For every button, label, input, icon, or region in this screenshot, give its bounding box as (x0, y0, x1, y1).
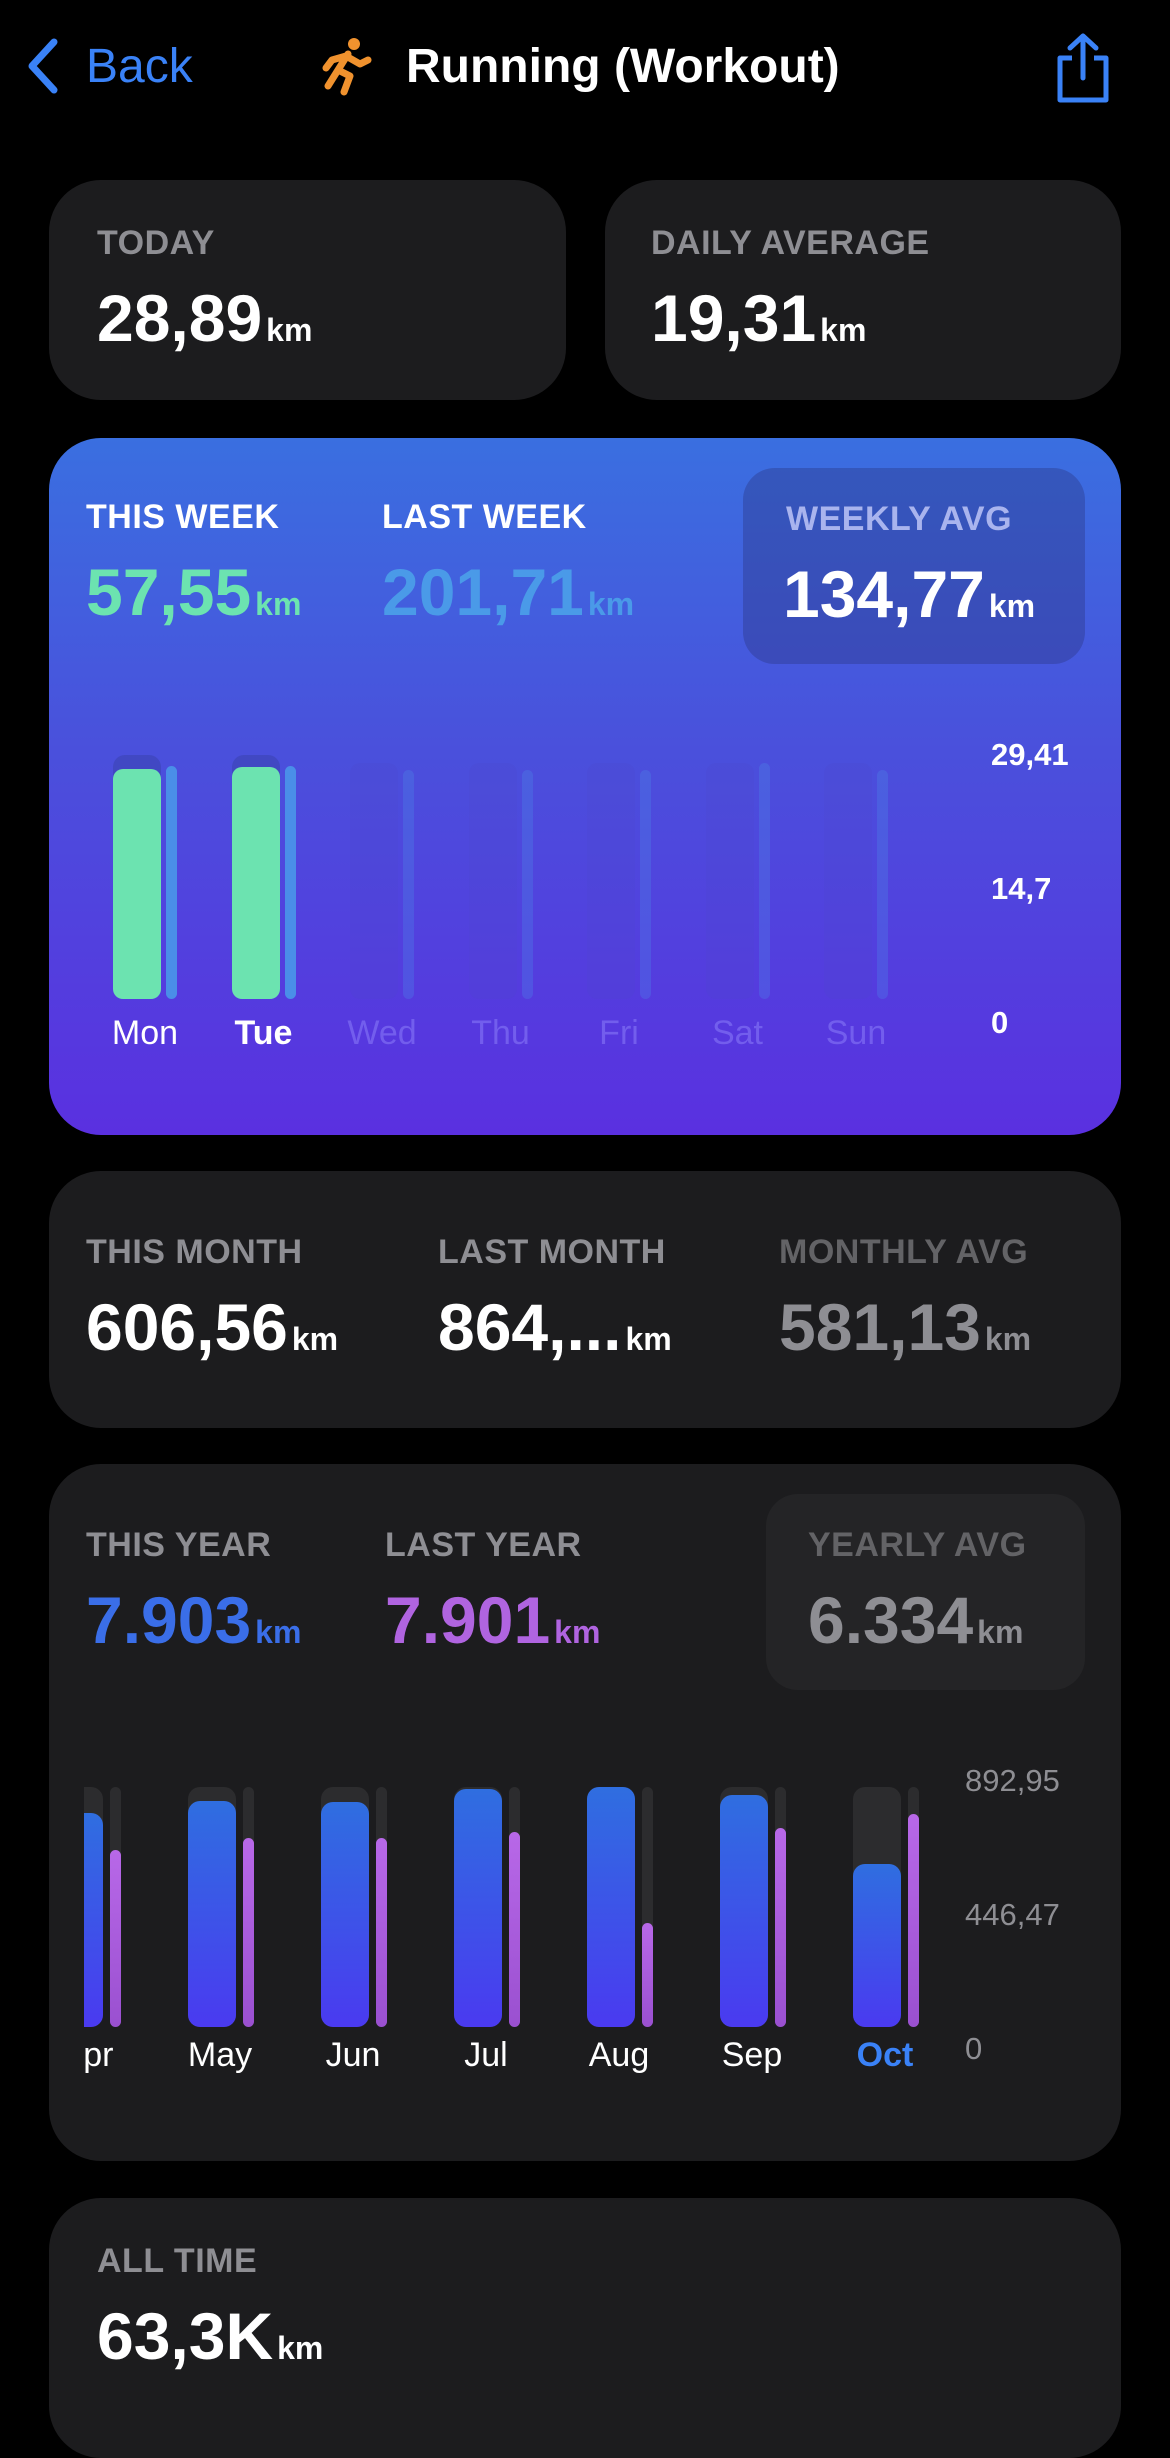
y-axis-label: 446,47 (965, 1897, 1060, 1932)
this-month-value: 606,56 km (86, 1290, 339, 1364)
day-label: Wed (347, 1014, 417, 1052)
day-label: Fri (599, 1014, 639, 1052)
this-month-label: THIS MONTH (86, 1233, 303, 1271)
back-label: Back (86, 39, 193, 93)
this-week-bar (231, 767, 280, 999)
back-button[interactable]: Back (24, 36, 193, 96)
daily-average-label: DAILY AVERAGE (651, 224, 930, 262)
y-axis-label: 892,95 (965, 1763, 1060, 1798)
page-title: Running (Workout) (406, 39, 840, 93)
last-year-value: 7.901 km (385, 1583, 601, 1657)
y-axis-label: 29,41 (991, 737, 1069, 772)
this-year-bar (321, 1802, 369, 2027)
yearly-bars-clip: Apr May Jun Jul Aug Sep Oct (84, 1764, 984, 2104)
y-axis-label: 14,7 (991, 871, 1052, 906)
yearly-avg-box: YEARLY AVG 6.334 km (766, 1494, 1085, 1690)
last-week-label: LAST WEEK (382, 498, 587, 536)
this-year-label: THIS YEAR (86, 1526, 272, 1564)
daily-average-value: 19,31 km (651, 281, 867, 355)
last-month-value: 864,... km (438, 1290, 672, 1364)
last-year-bar (908, 1813, 919, 2027)
last-year-bar (243, 1838, 254, 2027)
day-label: Tue (234, 1014, 293, 1052)
this-year-bar (853, 1863, 901, 2027)
last-year-bar (642, 1922, 653, 2027)
weekly-chart: Mon Tue Wed Thu Fri Sat Sun 29,41 14,7 0 (49, 438, 1121, 1135)
last-year-bar (509, 1831, 520, 2027)
last-month-label: LAST MONTH (438, 1233, 666, 1271)
this-week-bar (113, 769, 161, 999)
month-label: Oct (856, 2036, 914, 2074)
weekly-avg-label: WEEKLY AVG (786, 500, 1013, 538)
yearly-avg-label: YEARLY AVG (808, 1526, 1027, 1564)
day-label: Sun (825, 1014, 887, 1052)
last-week-bar (758, 763, 770, 999)
last-year-bar (376, 1838, 387, 2027)
this-year-bar (587, 1786, 635, 2027)
this-year-bar (84, 1813, 103, 2027)
y-axis-label: 0 (991, 1005, 1009, 1040)
this-year-bar (188, 1800, 236, 2027)
this-year-bar (454, 1789, 502, 2027)
last-week-bar (166, 766, 177, 999)
today-value: 28,89 km (97, 281, 313, 355)
last-year-track (642, 1787, 653, 2027)
month-label: Jun (325, 2036, 381, 2074)
day-label: Thu (471, 1014, 530, 1052)
last-year-bar (775, 1828, 786, 2027)
this-year-value: 7.903 km (86, 1583, 302, 1657)
weekly-bar-track (587, 763, 635, 999)
monthly-avg-value: 581,13 km (779, 1290, 1032, 1364)
last-week-bar (877, 770, 888, 999)
month-label: May (187, 2036, 253, 2074)
today-label: TODAY (97, 224, 215, 262)
monthly-card[interactable]: THIS MONTH 606,56 km LAST MONTH 864,... km… (49, 1171, 1121, 1428)
month-label: Sep (721, 2036, 783, 2074)
today-card[interactable]: TODAY 28,89 km (49, 180, 566, 400)
y-axis-label: 0 (965, 2031, 983, 2066)
last-week-bar (284, 766, 296, 999)
weekly-bar-track (705, 763, 754, 999)
yearly-card[interactable]: THIS YEAR 7.903 km LAST YEAR 7.901 km YEAR… (49, 1464, 1121, 2161)
last-week-value: 201,71 km (382, 555, 635, 629)
yearly-chart: Apr May Jun Jul Aug Sep Oct 892,95 446,47 0 (49, 1464, 1121, 2161)
month-label: Jul (464, 2036, 508, 2074)
monthly-avg-label: MONTHLY AVG (779, 1233, 1029, 1271)
yearly-avg-value: 6.334 km (808, 1583, 1024, 1657)
weekly-avg-value: 134,77 km (783, 557, 1036, 631)
all-time-card[interactable]: ALL TIME 63,3K km (49, 2198, 1121, 2458)
last-week-bar (403, 770, 414, 999)
this-week-label: THIS WEEK (86, 498, 280, 536)
last-week-bar (521, 770, 533, 999)
weekly-bar-track (468, 763, 517, 999)
daily-average-card[interactable]: DAILY AVERAGE 19,31 km (605, 180, 1121, 400)
share-icon[interactable] (1052, 32, 1114, 106)
month-label: Apr (84, 2036, 114, 2074)
all-time-value: 63,3K km (97, 2299, 324, 2373)
last-week-bar (640, 770, 651, 999)
weekly-avg-box: WEEKLY AVG 134,77 km (743, 468, 1085, 664)
chevron-left-icon (28, 38, 58, 94)
this-year-bar (720, 1794, 768, 2027)
weekly-card[interactable]: THIS WEEK 57,55 km LAST WEEK 201,71 km WEE… (49, 438, 1121, 1135)
last-year-bar (110, 1849, 121, 2027)
last-year-label: LAST YEAR (385, 1526, 582, 1564)
weekly-bar-track (350, 763, 398, 999)
this-week-value: 57,55 km (86, 555, 302, 629)
day-label: Mon (111, 1014, 179, 1052)
running-figure-icon (322, 38, 372, 96)
all-time-label: ALL TIME (97, 2242, 258, 2280)
day-label: Sat (711, 1014, 764, 1052)
month-label: Aug (588, 2036, 650, 2074)
weekly-bar-track (824, 763, 872, 999)
